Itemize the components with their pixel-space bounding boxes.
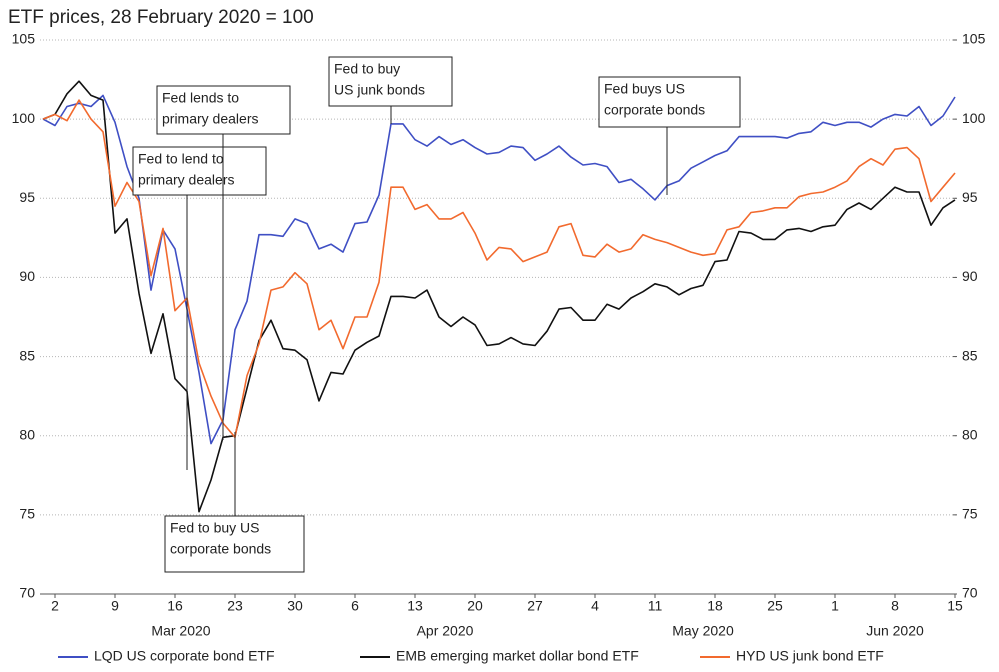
annotation-box [164, 515, 305, 573]
x-tick-label: 6 [351, 598, 359, 614]
y2-tick-label: 105 [962, 31, 986, 47]
annotation-text: primary dealers [162, 111, 258, 127]
x-tick-label: 16 [167, 598, 183, 614]
month-label: Jun 2020 [866, 623, 924, 639]
annotation-text: Fed to buy US [170, 520, 260, 536]
x-tick-label: 23 [227, 598, 243, 614]
annotation: Fed lends to primary dealers [156, 85, 291, 440]
annotation-text: corporate bonds [604, 102, 705, 118]
month-label: May 2020 [672, 623, 734, 639]
annotation-text: Fed to lend to [138, 151, 224, 167]
annotation-text: Fed lends to [162, 90, 239, 106]
y2-tick-label: 70 [962, 585, 978, 601]
annotation-text: corporate bonds [170, 541, 271, 557]
annotation-text: primary dealers [138, 172, 234, 188]
x-tick-label: 13 [407, 598, 423, 614]
y2-tick-label: 85 [962, 347, 978, 363]
annotation-text: Fed to buy [334, 61, 400, 77]
y-tick-label: 95 [19, 189, 35, 205]
annotation-box [328, 56, 453, 107]
x-tick-label: 30 [287, 598, 303, 614]
annotation-text: US junk bonds [334, 82, 425, 98]
annotation: Fed to buy US corporate bonds [164, 432, 305, 573]
annotation-box [132, 146, 267, 196]
legend-label: HYD US junk bond ETF [736, 648, 884, 664]
month-label: Mar 2020 [151, 623, 210, 639]
y-tick-label: 100 [12, 110, 36, 126]
y2-tick-label: 95 [962, 189, 978, 205]
x-tick-label: 8 [891, 598, 899, 614]
x-tick-label: 9 [111, 598, 119, 614]
chart-title: ETF prices, 28 February 2020 = 100 [8, 7, 314, 28]
annotation: Fed to buy US junk bonds [328, 56, 453, 124]
y2-tick-label: 80 [962, 426, 978, 442]
x-tick-label: 1 [831, 598, 839, 614]
y2-tick-label: 100 [962, 110, 986, 126]
series-line [42, 94, 956, 445]
y-tick-label: 75 [19, 506, 35, 522]
y-tick-label: 105 [12, 31, 36, 47]
x-tick-label: 2 [51, 598, 59, 614]
legend-label: LQD US corporate bond ETF [94, 648, 275, 664]
annotation-box [598, 76, 741, 128]
x-tick-label: 27 [527, 598, 543, 614]
x-tick-label: 25 [767, 598, 783, 614]
y-tick-label: 80 [19, 426, 35, 442]
series-line [42, 80, 956, 513]
x-tick-label: 20 [467, 598, 483, 614]
annotation-box [156, 85, 291, 135]
y-tick-label: 90 [19, 268, 35, 284]
annotation-text: Fed buys US [604, 81, 685, 97]
legend-label: EMB emerging market dollar bond ETF [396, 648, 639, 664]
y-tick-label: 85 [19, 347, 35, 363]
x-tick-label: 15 [947, 598, 963, 614]
x-tick-label: 11 [648, 598, 663, 614]
y2-tick-label: 75 [962, 506, 978, 522]
x-tick-label: 4 [591, 598, 599, 614]
annotation: Fed buys US corporate bonds [598, 76, 741, 195]
y2-tick-label: 90 [962, 268, 978, 284]
x-tick-label: 18 [707, 598, 723, 614]
series-line [42, 99, 956, 439]
y-tick-label: 70 [19, 585, 35, 601]
month-label: Apr 2020 [417, 623, 474, 639]
annotation: Fed to lend to primary dealers [132, 146, 267, 470]
